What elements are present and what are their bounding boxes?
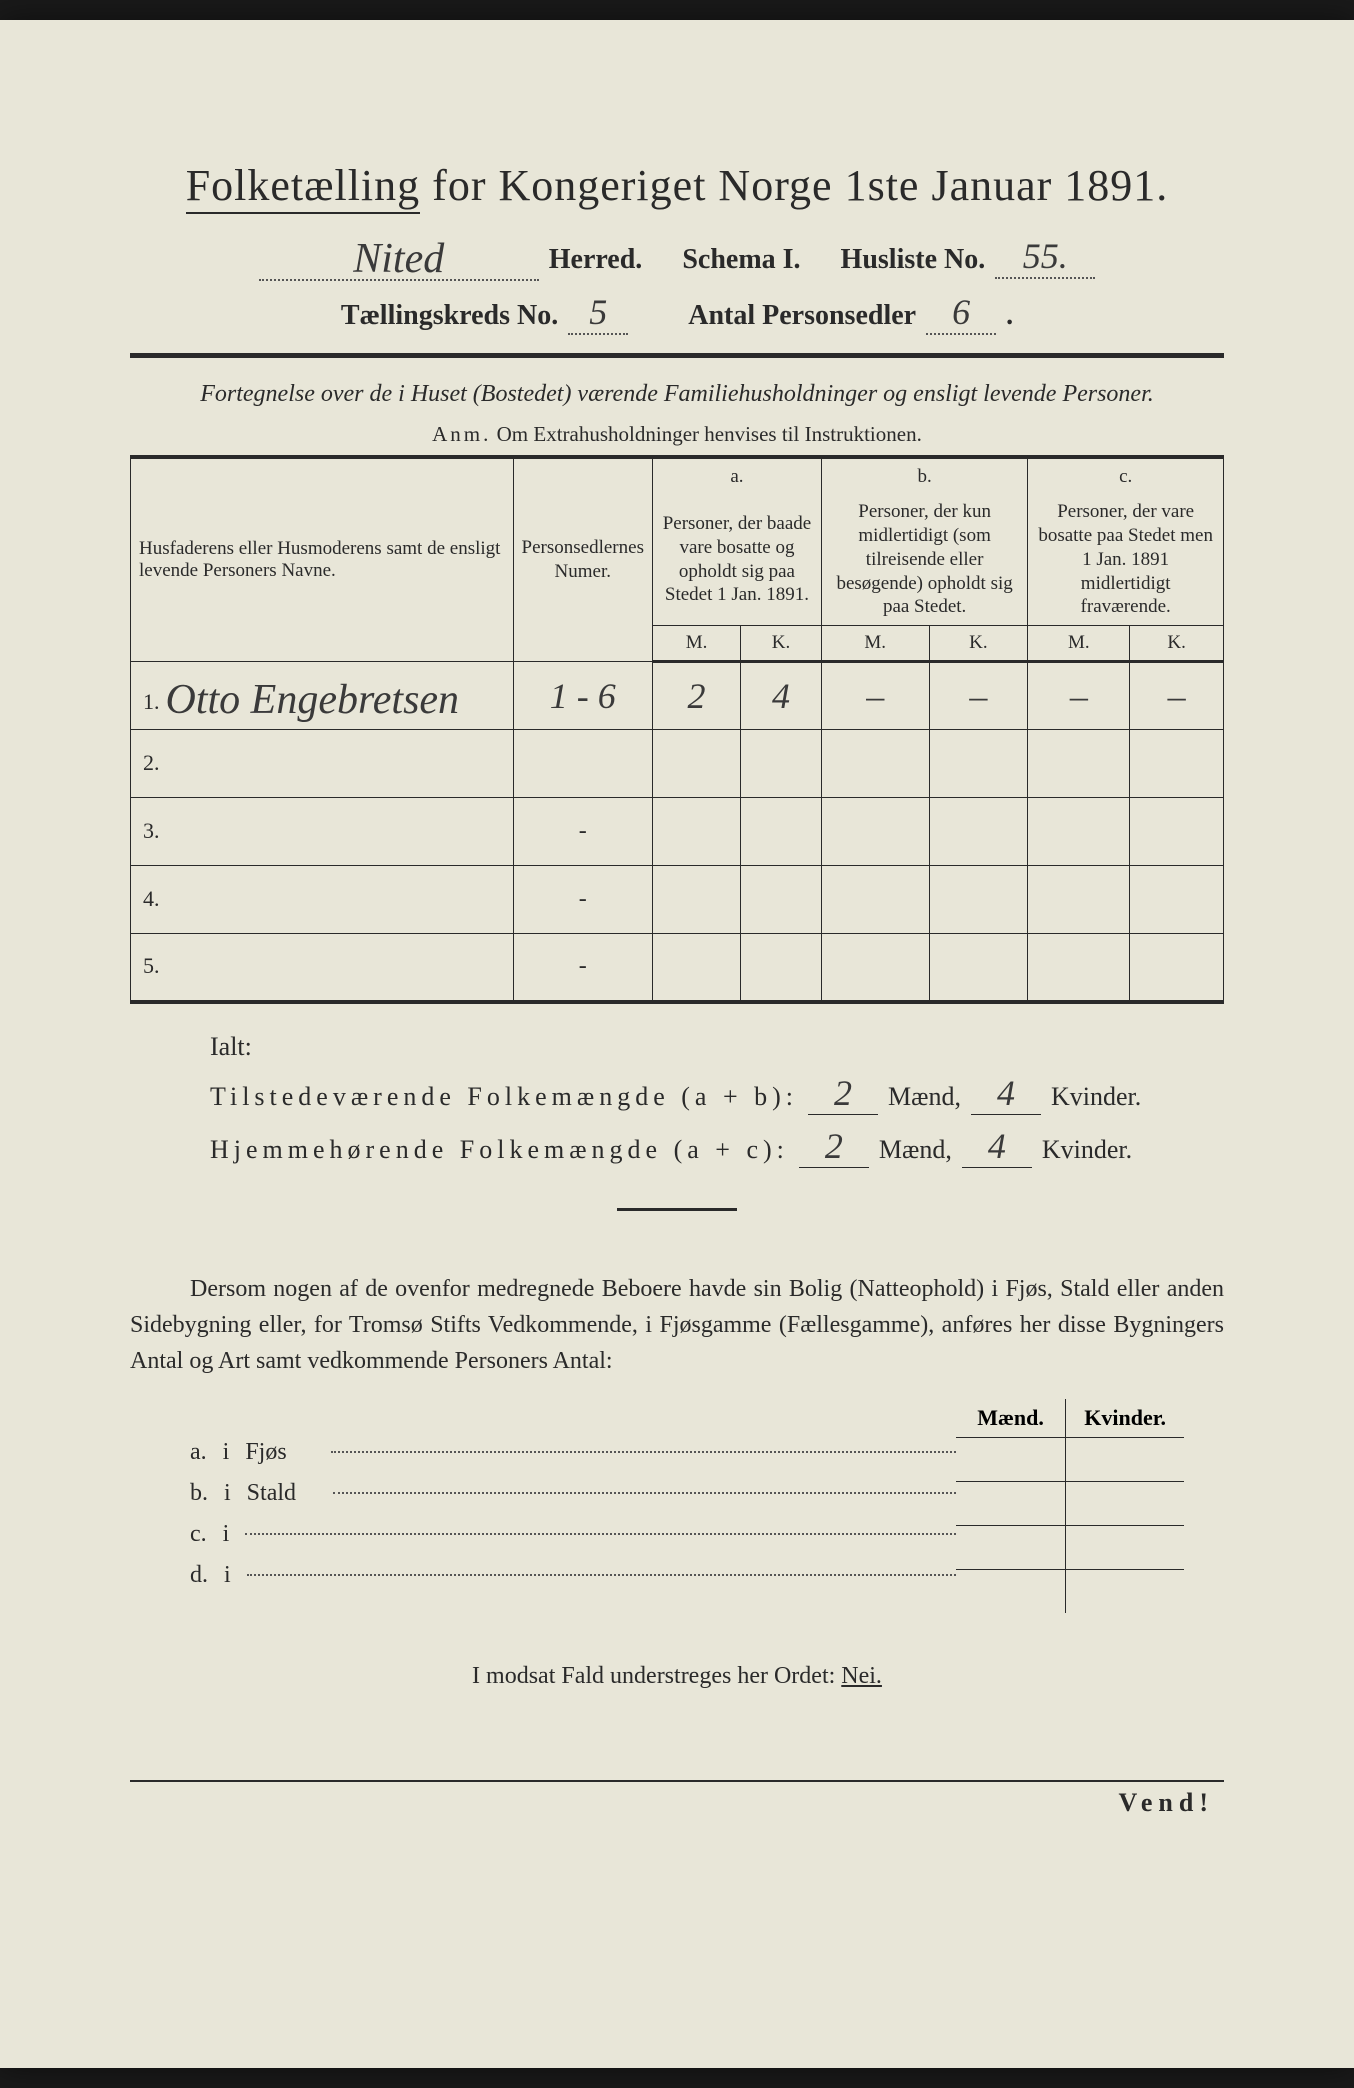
page-title: Folketælling for Kongeriget Norge 1ste J… bbox=[130, 160, 1224, 211]
husliste-value: 55. bbox=[1023, 236, 1068, 276]
building-row: d.i bbox=[190, 1562, 956, 1589]
kvinder-label: Kvinder. bbox=[1051, 1082, 1141, 1112]
census-table: Husfaderens eller Husmoderens samt de en… bbox=[130, 455, 1224, 1004]
subtitle: Fortegnelse over de i Huset (Bostedet) v… bbox=[130, 378, 1224, 412]
title-underlined: Folketælling bbox=[186, 161, 420, 214]
table-row: 4. - bbox=[131, 866, 1224, 934]
th-name: Husfaderens eller Husmoderens samt de en… bbox=[131, 457, 514, 662]
herred-field: Nited bbox=[259, 231, 539, 281]
personsedler-label: Antal Personsedler bbox=[688, 300, 916, 332]
th-b: Personer, der kun midlertidigt (som tilr… bbox=[821, 494, 1027, 625]
anm-line: Anm. Om Extrahusholdninger henvises til … bbox=[130, 422, 1224, 447]
kvinder-label-2: Kvinder. bbox=[1042, 1135, 1132, 1165]
maend-label-2: Mænd, bbox=[879, 1135, 952, 1165]
anm-prefix: Anm. bbox=[432, 422, 491, 446]
census-form-page: Folketælling for Kongeriget Norge 1ste J… bbox=[0, 20, 1354, 2068]
kreds-field: 5 bbox=[568, 291, 628, 335]
anm-text: Om Extrahusholdninger henvises til Instr… bbox=[497, 422, 922, 446]
th-b-k: K. bbox=[929, 626, 1028, 662]
building-row: b.iStald bbox=[190, 1480, 956, 1507]
table-row: 1. Otto Engebretsen 1 - 6 2 4 – – – – bbox=[131, 662, 1224, 730]
th-num: Personsedlernes Numer. bbox=[513, 457, 652, 662]
personsedler-field: 6 bbox=[926, 291, 996, 335]
closing-word: Nei. bbox=[841, 1663, 882, 1689]
summary-l2-k: 4 bbox=[988, 1126, 1006, 1166]
summary-l2-m: 2 bbox=[825, 1126, 843, 1166]
summary-block: Ialt: Tilstedeværende Folkemængde (a + b… bbox=[130, 1032, 1224, 1168]
herred-value: Nited bbox=[353, 236, 444, 282]
buildings-section: a.iFjøs b.iStald c.i d.i Mænd.Kvinder. bbox=[130, 1399, 1224, 1614]
header-line-2: Tællingskreds No. 5 Antal Personsedler 6… bbox=[130, 291, 1224, 335]
closing-line: I modsat Fald understreges her Ordet: Ne… bbox=[130, 1663, 1224, 1690]
kreds-value: 5 bbox=[589, 292, 607, 332]
th-c: Personer, der vare bosatte paa Stedet me… bbox=[1028, 494, 1224, 625]
kreds-label: Tællingskreds No. bbox=[341, 300, 558, 332]
th-c-k: K. bbox=[1130, 626, 1224, 662]
buildings-paragraph: Dersom nogen af de ovenfor medregnede Be… bbox=[130, 1271, 1224, 1379]
table-row: 5. - bbox=[131, 934, 1224, 1002]
building-row: a.iFjøs bbox=[190, 1439, 956, 1466]
mk-m: Mænd. bbox=[956, 1399, 1066, 1438]
summary-l2-label: Hjemmehørende Folkemængde (a + c): bbox=[210, 1135, 789, 1165]
herred-label: Herred. bbox=[549, 244, 643, 276]
husliste-field: 55. bbox=[995, 235, 1095, 279]
th-a: Personer, der baade vare bosatte og opho… bbox=[652, 494, 821, 625]
summary-l1-k: 4 bbox=[997, 1073, 1015, 1113]
footer-rule bbox=[130, 1780, 1224, 1782]
table-row: 2. bbox=[131, 730, 1224, 798]
th-c-top: c. bbox=[1028, 457, 1224, 495]
short-rule bbox=[617, 1208, 737, 1211]
husliste-label: Husliste No. bbox=[841, 244, 986, 276]
summary-l1-m: 2 bbox=[834, 1073, 852, 1113]
th-a-top: a. bbox=[652, 457, 821, 495]
vend-label: Vend! bbox=[130, 1788, 1224, 1818]
summary-l1-label: Tilstedeværende Folkemængde (a + b): bbox=[210, 1082, 798, 1112]
schema-label: Schema I. bbox=[682, 244, 800, 276]
mk-table: Mænd.Kvinder. bbox=[956, 1399, 1184, 1614]
th-b-m: M. bbox=[821, 626, 929, 662]
closing-pre: I modsat Fald understreges her Ordet: bbox=[472, 1663, 841, 1689]
title-rest: for Kongeriget Norge 1ste Januar 1891. bbox=[432, 161, 1168, 210]
ialt-label: Ialt: bbox=[210, 1032, 1224, 1062]
rule-1 bbox=[130, 353, 1224, 358]
header-line-1: Nited Herred. Schema I. Husliste No. 55. bbox=[130, 231, 1224, 281]
maend-label: Mænd, bbox=[888, 1082, 961, 1112]
census-tbody: 1. Otto Engebretsen 1 - 6 2 4 – – – – 2.… bbox=[131, 662, 1224, 1002]
summary-line-1: Tilstedeværende Folkemængde (a + b): 2 M… bbox=[210, 1072, 1224, 1115]
personsedler-value: 6 bbox=[952, 292, 970, 332]
table-row: 3. - bbox=[131, 798, 1224, 866]
building-row: c.i bbox=[190, 1521, 956, 1548]
th-a-m: M. bbox=[652, 626, 740, 662]
buildings-list: a.iFjøs b.iStald c.i d.i bbox=[130, 1399, 956, 1614]
summary-line-2: Hjemmehørende Folkemængde (a + c): 2 Mæn… bbox=[210, 1125, 1224, 1168]
th-c-m: M. bbox=[1028, 626, 1130, 662]
mk-k: Kvinder. bbox=[1066, 1399, 1184, 1438]
th-a-k: K. bbox=[741, 626, 822, 662]
th-b-top: b. bbox=[821, 457, 1027, 495]
